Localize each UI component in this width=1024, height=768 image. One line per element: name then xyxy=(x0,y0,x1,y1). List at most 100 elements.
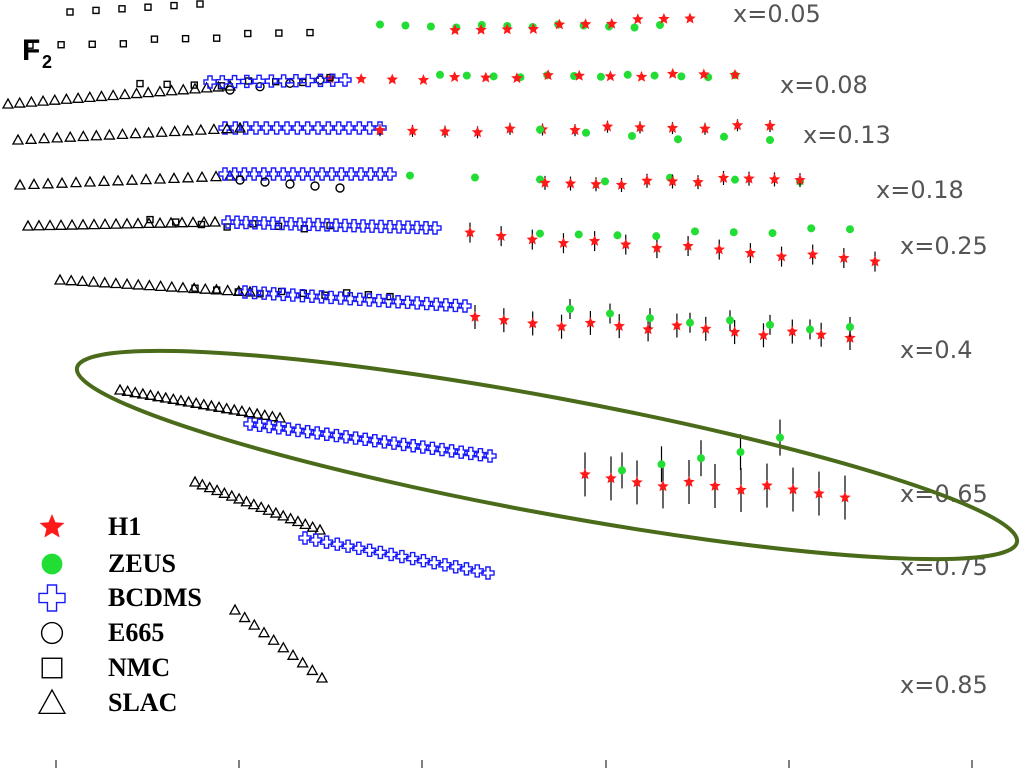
data-point-2-151 xyxy=(116,128,129,140)
data-point-5-351 xyxy=(700,322,712,334)
data-point-4-257 xyxy=(338,218,352,233)
data-point-3-188 xyxy=(325,167,339,181)
data-point-3-168 xyxy=(111,174,125,186)
data-point-1-58 xyxy=(573,69,585,81)
data-point-5-350 xyxy=(671,319,683,331)
y-axis-label-subscript: 2 xyxy=(42,52,52,72)
data-point-2-107 xyxy=(338,73,352,87)
data-point-3-164 xyxy=(55,176,69,188)
data-point-2-155 xyxy=(168,125,181,137)
data-point-5-352 xyxy=(728,326,741,337)
data-point-4-288 xyxy=(768,229,777,238)
data-point-2-126 xyxy=(439,125,451,137)
data-point-2-119 xyxy=(331,121,346,135)
data-point-6-422 xyxy=(813,487,825,499)
data-point-2-153 xyxy=(142,126,155,138)
legend: H1 ZEUS BCDMS E665 NMC SLAC xyxy=(37,512,202,717)
data-point-2-133 xyxy=(666,122,679,133)
data-point-3-205 xyxy=(731,175,739,184)
data-point-4-286 xyxy=(691,227,699,236)
legend-item-slac: SLAC xyxy=(37,688,177,717)
data-point-0-0 xyxy=(66,8,74,16)
data-point-1-29 xyxy=(57,41,65,49)
data-point-3-177 xyxy=(218,167,232,181)
data-point-7-445 xyxy=(306,520,319,532)
data-point-3-198 xyxy=(310,181,320,191)
data-point-4-222 xyxy=(65,218,79,230)
data-point-3-191 xyxy=(354,167,368,181)
data-point-4-270 xyxy=(526,233,538,245)
data-point-6-425 xyxy=(657,460,666,469)
data-point-6-417 xyxy=(683,476,695,487)
data-point-4-238 xyxy=(197,220,206,229)
data-point-7-441 xyxy=(277,509,290,521)
data-point-8-470 xyxy=(277,641,290,653)
legend-item-e665: E665 xyxy=(40,618,164,647)
data-point-3-179 xyxy=(237,167,252,181)
data-point-4-249 xyxy=(266,216,280,231)
data-point-7-437 xyxy=(247,498,260,510)
legend-marker-h1 xyxy=(39,514,65,538)
data-point-1-33 xyxy=(181,34,190,43)
data-point-5-294 xyxy=(87,275,100,287)
data-point-4-252 xyxy=(293,217,307,231)
data-point-5-321 xyxy=(257,286,271,300)
legend-marker-bcdms xyxy=(38,584,66,612)
legend-item-bcdms: BCDMS xyxy=(38,583,202,612)
data-point-5-360 xyxy=(686,318,694,327)
data-point-6-365 xyxy=(113,383,127,395)
data-point-3-213 xyxy=(692,176,704,188)
data-point-5-295 xyxy=(98,276,111,288)
data-point-3-163 xyxy=(41,177,55,189)
data-point-4-228 xyxy=(131,217,145,229)
bin-label-1: x=0.08 xyxy=(780,71,868,99)
data-point-1-38 xyxy=(436,70,444,79)
data-point-2-130 xyxy=(569,124,581,136)
data-point-2-108 xyxy=(218,121,232,135)
data-point-1-44 xyxy=(596,72,605,81)
data-point-2-139 xyxy=(628,132,636,140)
data-point-5-335 xyxy=(391,295,405,309)
data-point-6-367 xyxy=(129,386,142,398)
data-point-4-251 xyxy=(284,217,298,231)
data-point-7-444 xyxy=(299,518,312,530)
legend-marker-nmc xyxy=(41,657,63,679)
data-point-6-414 xyxy=(605,472,617,484)
data-point-1-54 xyxy=(448,71,461,82)
data-point-6-393 xyxy=(300,424,315,439)
data-point-7-429 xyxy=(188,475,202,487)
data-point-5-297 xyxy=(120,277,134,289)
data-point-5-358 xyxy=(606,309,614,318)
data-point-0-19 xyxy=(475,23,487,35)
data-point-4-278 xyxy=(775,250,788,262)
data-point-1-52 xyxy=(386,73,398,85)
data-point-6-420 xyxy=(761,479,773,491)
data-point-2-109 xyxy=(228,121,243,135)
data-point-2-136 xyxy=(764,120,776,131)
data-point-7-462 xyxy=(459,562,474,576)
data-point-2-77 xyxy=(153,85,166,97)
data-point-6-366 xyxy=(121,384,134,396)
data-point-2-121 xyxy=(352,121,367,135)
data-point-2-118 xyxy=(321,121,336,135)
data-point-4-287 xyxy=(729,228,738,237)
data-point-5-333 xyxy=(372,293,386,308)
bin-label-8: x=0.85 xyxy=(900,671,988,699)
data-point-0-4 xyxy=(170,1,178,10)
data-point-8-473 xyxy=(306,664,319,676)
data-point-5-340 xyxy=(439,298,453,312)
data-point-6-421 xyxy=(787,483,799,495)
data-point-2-84 xyxy=(136,79,144,88)
data-point-2-104 xyxy=(301,73,315,88)
data-point-5-291 xyxy=(53,273,67,285)
data-point-6-415 xyxy=(631,476,643,488)
data-point-6-381 xyxy=(235,404,249,416)
data-point-2-99 xyxy=(240,74,254,89)
data-point-2-98 xyxy=(227,74,242,89)
data-point-0-3 xyxy=(144,3,152,11)
data-point-4-223 xyxy=(76,218,90,230)
data-point-2-115 xyxy=(290,121,305,135)
data-point-7-436 xyxy=(240,495,253,507)
data-point-4-236 xyxy=(146,215,154,224)
